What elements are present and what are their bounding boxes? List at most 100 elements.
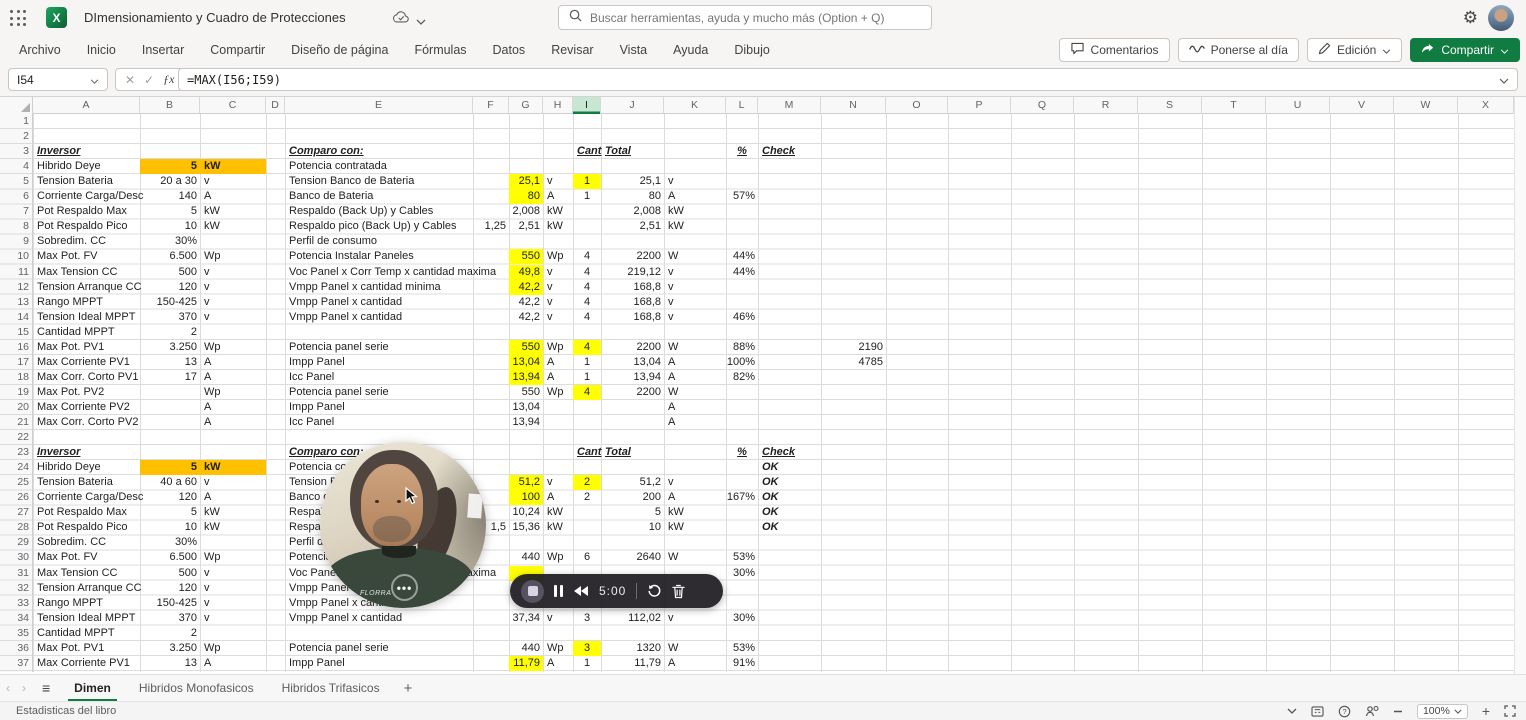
row-header-36[interactable]: 36 xyxy=(17,641,29,654)
cell-B6[interactable]: 140 xyxy=(178,190,197,203)
cell-N17[interactable]: 4785 xyxy=(858,355,883,368)
cell-E5[interactable]: Tension Banco de Bateria xyxy=(289,175,415,188)
col-header-F[interactable]: F xyxy=(473,97,509,114)
cancel-entry-icon[interactable]: ✕ xyxy=(125,72,136,87)
catch-up-button[interactable]: Ponerse al día xyxy=(1177,38,1299,62)
cell-C31[interactable]: v xyxy=(204,566,210,579)
row-header-37[interactable]: 37 xyxy=(17,656,29,669)
cell-B28[interactable]: 10 xyxy=(184,521,197,534)
cell-B7[interactable]: 5 xyxy=(190,205,197,218)
cell-H30[interactable]: Wp xyxy=(547,551,564,564)
cell-E36[interactable]: Potencia panel serie xyxy=(289,641,389,654)
workbook-statistics[interactable]: Estadisticas del libro xyxy=(16,705,117,717)
stop-recording-button[interactable] xyxy=(521,579,544,603)
cell-M23[interactable]: Check xyxy=(762,446,796,459)
cell-A15[interactable]: Cantidad MPPT xyxy=(37,325,115,338)
row-header-1[interactable]: 1 xyxy=(23,115,29,127)
cell-B32[interactable]: 120 xyxy=(178,581,197,594)
cell-K30[interactable]: W xyxy=(668,551,679,564)
row-header-7[interactable]: 7 xyxy=(23,205,29,218)
cell-K36[interactable]: W xyxy=(668,641,679,654)
cell-K37[interactable]: A xyxy=(668,656,676,669)
cell-B16[interactable]: 3.250 xyxy=(169,340,197,353)
cell-A16[interactable]: Max Pot. PV1 xyxy=(37,340,105,353)
cell-E8[interactable]: Respaldo pico (Back Up) y Cables xyxy=(289,220,457,233)
row-header-8[interactable]: 8 xyxy=(23,220,29,233)
cell-H17[interactable]: A xyxy=(547,355,555,368)
row-header-33[interactable]: 33 xyxy=(17,596,29,609)
cell-L18[interactable]: 82% xyxy=(732,370,755,383)
cell-J10[interactable]: 2200 xyxy=(636,250,661,263)
cell-J6[interactable]: 80 xyxy=(648,190,661,203)
cell-E17[interactable]: Impp Panel xyxy=(289,355,345,368)
cell-G11[interactable]: 49,8 xyxy=(509,264,543,280)
confirm-entry-icon[interactable]: ✓ xyxy=(144,72,155,87)
cell-G28[interactable]: 15,36 xyxy=(512,521,540,534)
zoom-out-icon[interactable] xyxy=(1393,710,1403,713)
cell-L26[interactable]: 167% xyxy=(726,491,755,504)
cell-H14[interactable]: v xyxy=(547,310,553,323)
cell-C8[interactable]: kW xyxy=(204,220,220,233)
cell-B27[interactable]: 5 xyxy=(190,506,197,519)
cell-C28[interactable]: kW xyxy=(204,521,220,534)
cell-J28[interactable]: 10 xyxy=(648,521,661,534)
cell-C10[interactable]: Wp xyxy=(204,250,221,263)
menu-tab-vista[interactable]: Vista xyxy=(619,43,648,57)
cell-J34[interactable]: 112,02 xyxy=(628,611,661,624)
cell-E16[interactable]: Potencia panel serie xyxy=(289,340,389,353)
cell-C33[interactable]: v xyxy=(204,596,210,609)
cell-C25[interactable]: v xyxy=(204,476,210,489)
row-header-24[interactable]: 24 xyxy=(17,461,29,474)
cell-G18[interactable]: 13,94 xyxy=(509,369,543,385)
cell-H36[interactable]: Wp xyxy=(547,641,564,654)
cell-A8[interactable]: Pot Respaldo Pico xyxy=(37,220,128,233)
cell-M3[interactable]: Check xyxy=(762,145,796,158)
cell-I26[interactable]: 2 xyxy=(583,491,591,504)
cell-B26[interactable]: 120 xyxy=(178,491,197,504)
rewind-button[interactable] xyxy=(573,585,589,597)
col-header-G[interactable]: G xyxy=(509,97,543,114)
cell-I13[interactable]: 4 xyxy=(583,295,591,308)
cell-G21[interactable]: 13,94 xyxy=(512,416,540,428)
cell-J14[interactable]: 168,8 xyxy=(633,310,661,323)
cell-L36[interactable]: 53% xyxy=(732,641,755,654)
share-button[interactable]: Compartir xyxy=(1410,38,1520,62)
cell-C14[interactable]: v xyxy=(204,310,210,323)
cell-B31[interactable]: 500 xyxy=(178,566,197,579)
cell-A10[interactable]: Max Pot. FV xyxy=(37,250,98,263)
cell-A9[interactable]: Sobredim. CC xyxy=(37,235,107,248)
cell-C34[interactable]: v xyxy=(204,611,210,624)
cell-G27[interactable]: 10,24 xyxy=(512,506,540,519)
select-all-corner[interactable] xyxy=(0,97,33,114)
cell-M26[interactable]: OK xyxy=(762,491,779,504)
document-title[interactable]: DImensionamiento y Cuadro de Proteccione… xyxy=(84,10,346,25)
cell-A31[interactable]: Max Tension CC xyxy=(37,566,118,579)
cell-J12[interactable]: 168,8 xyxy=(633,280,661,293)
cell-G34[interactable]: 37,34 xyxy=(512,611,540,624)
cell-J3[interactable]: Total xyxy=(605,145,631,158)
menu-tab-revisar[interactable]: Revisar xyxy=(551,43,594,57)
editing-mode-button[interactable]: Edición xyxy=(1306,38,1403,62)
menu-tab-archivo[interactable]: Archivo xyxy=(19,43,61,57)
row-header-5[interactable]: 5 xyxy=(23,175,29,188)
cell-J37[interactable]: 11,79 xyxy=(634,656,661,669)
menu-tab-inicio[interactable]: Inicio xyxy=(86,43,116,57)
col-header-Q[interactable]: Q xyxy=(1011,97,1074,114)
next-sheet-icon[interactable]: › xyxy=(22,681,26,695)
row-header-22[interactable]: 22 xyxy=(17,431,29,444)
row-header-4[interactable]: 4 xyxy=(23,160,29,173)
cell-L10[interactable]: 44% xyxy=(732,250,755,263)
cell-G8[interactable]: 2,51 xyxy=(518,220,540,233)
cell-A18[interactable]: Max Corr. Corto PV1 xyxy=(37,370,139,383)
search-input[interactable]: Buscar herramientas, ayuda y mucho más (… xyxy=(558,5,932,30)
cell-G5[interactable]: 25,1 xyxy=(509,174,543,190)
cell-L34[interactable]: 30% xyxy=(732,611,755,624)
menu-tab-datos[interactable]: Datos xyxy=(492,43,526,57)
col-header-I[interactable]: I xyxy=(573,97,601,114)
cell-I5[interactable]: 1 xyxy=(573,174,601,190)
row-header-14[interactable]: 14 xyxy=(17,310,29,323)
cell-E19[interactable]: Potencia panel serie xyxy=(289,385,389,398)
user-avatar[interactable] xyxy=(1488,5,1514,31)
cell-G25[interactable]: 51,2 xyxy=(509,475,543,491)
row-header-25[interactable]: 25 xyxy=(17,476,29,489)
